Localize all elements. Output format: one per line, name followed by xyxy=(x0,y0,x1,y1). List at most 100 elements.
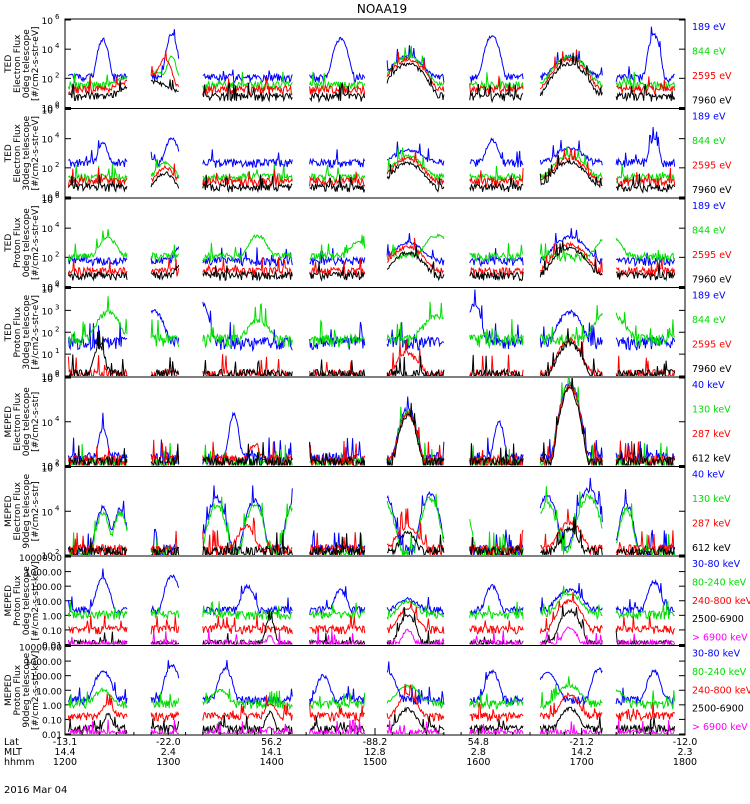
y-tick-label: 10 xyxy=(42,351,54,361)
y-tick-label: 0.01 xyxy=(42,642,62,652)
y-tick-exponent: 4 xyxy=(55,221,60,229)
panel-frame xyxy=(64,466,686,557)
x-row-label: hhmm xyxy=(4,757,35,768)
y-axis-label-line: [#/cm2-s-str-eV] xyxy=(31,205,41,280)
y-tick-label: 10 xyxy=(42,307,54,317)
x-tick-label: 1800 xyxy=(673,757,697,768)
y-tick-exponent: 0 xyxy=(55,280,59,288)
legend-entry: > 6900 keV xyxy=(692,722,748,733)
y-tick-label: 10 xyxy=(42,254,54,264)
y-axis-label-line: 0deg telescope xyxy=(22,208,32,278)
y-tick-label: 10000.00 xyxy=(19,644,62,654)
series-line--6900-kev xyxy=(68,719,676,734)
legend-entry: 80-240 keV xyxy=(692,577,747,588)
y-axis-label-line: Proton Flux xyxy=(13,664,23,715)
y-tick-label: 10000.00 xyxy=(19,554,62,564)
y-tick-label: 10 xyxy=(42,284,54,294)
legend-entry: 189 eV xyxy=(692,112,726,123)
x-tick-label: 1400 xyxy=(260,757,284,768)
y-tick-exponent: 4 xyxy=(55,415,60,423)
y-tick-label: 10 xyxy=(42,419,54,429)
legend-entry: 844 eV xyxy=(692,226,726,237)
series-line-40-kev xyxy=(67,379,675,466)
y-tick-exponent: 4 xyxy=(55,42,60,50)
y-axis-label-line: [#/cm2-s-str-keV] xyxy=(31,651,41,730)
date-label: 2016 Mar 04 xyxy=(4,785,67,796)
legend-entry: 80-240 keV xyxy=(692,667,747,678)
y-tick-exponent: 0 xyxy=(55,101,59,109)
x-axis: Lat -13.1 -22.0 56.2 -88.2 54.8 -21.2 -12.0 MLT 1… xyxy=(4,728,697,768)
y-tick-exponent: 0 xyxy=(55,190,59,198)
y-tick-label: 1.00 xyxy=(42,612,62,622)
y-tick-exponent: 4 xyxy=(55,504,60,512)
y-tick-exponent: 6 xyxy=(55,371,60,379)
x-tick-label: 54.8 xyxy=(468,737,489,748)
y-tick-label: 10 xyxy=(42,465,54,475)
y-tick-label: 10 xyxy=(42,75,54,85)
x-row-label: MLT xyxy=(4,747,22,758)
y-tick-exponent: 6 xyxy=(55,192,60,200)
y-tick-label: 10 xyxy=(42,225,54,235)
y-tick-label: 100.00 xyxy=(31,583,63,593)
legend-entry: 130 keV xyxy=(692,494,731,505)
x-tick-label: 1600 xyxy=(466,757,490,768)
y-tick-label: 10 xyxy=(42,46,54,56)
y-axis-label-line: Electron Flux xyxy=(13,34,23,93)
y-tick-label: 0.10 xyxy=(42,627,62,637)
y-tick-exponent: 0 xyxy=(55,369,59,377)
y-axis-label-line: Electron Flux xyxy=(13,392,23,451)
series-line-40-kev xyxy=(67,477,676,555)
x-tick-label: 2.3 xyxy=(677,747,692,758)
legend-entry: 7960 eV xyxy=(692,185,732,196)
series-line-80-240-kev xyxy=(67,585,675,622)
legend-entry: 287 keV xyxy=(692,519,731,530)
legend-entry: 189 eV xyxy=(692,291,726,302)
y-tick-exponent: 2 xyxy=(55,161,59,169)
y-tick-exponent: 6 xyxy=(55,103,60,111)
y-tick-label: 10 xyxy=(42,17,54,27)
y-axis-label-line: 90deg telescope xyxy=(22,652,32,727)
y-tick-exponent: 3 xyxy=(55,303,59,311)
y-axis-label-line: MEPED xyxy=(4,495,14,527)
y-tick-label: 10 xyxy=(42,107,54,117)
legend-entry: 2500-6900 xyxy=(692,704,744,715)
x-tick-label: 2.8 xyxy=(471,747,486,758)
x-tick-label: 1700 xyxy=(570,757,594,768)
series-line--6900-kev xyxy=(67,626,676,645)
legend-entry: 30-80 keV xyxy=(692,649,741,660)
y-tick-exponent: 1 xyxy=(55,347,59,355)
y-tick-label: 10 xyxy=(42,165,54,175)
y-tick-exponent: 6 xyxy=(55,461,60,469)
series-line-189-ev xyxy=(67,289,676,353)
y-axis-label-line: Electron Flux xyxy=(13,123,23,182)
panel-frame xyxy=(64,108,686,199)
panel-frame xyxy=(64,197,686,288)
legend-entry: 612 keV xyxy=(692,454,731,465)
series-line-612-kev xyxy=(67,516,676,555)
y-tick-label: 10 xyxy=(42,552,54,562)
y-axis-label-line: Proton Flux xyxy=(13,575,23,626)
y-axis-label-line: Electron Flux xyxy=(13,481,23,540)
legend-entry: 612 keV xyxy=(692,543,731,554)
y-axis-label-line: 90deg telescope xyxy=(22,473,32,548)
chart-title: NOAA19 xyxy=(357,2,407,16)
panel-meped-p-0deg: 0.01 0.10 1.00 10.00 100.00 1000.00 10000.00 ME… xyxy=(4,554,750,652)
y-tick-label: 10.00 xyxy=(36,598,62,608)
legend-entry: 30-80 keV xyxy=(692,559,741,570)
y-tick-label: 1.00 xyxy=(42,702,62,712)
legend-entry: 2595 eV xyxy=(692,250,732,261)
y-tick-exponent: 4 xyxy=(55,282,60,290)
x-tick-label: 14.1 xyxy=(261,747,282,758)
y-tick-label: 10 xyxy=(42,136,54,146)
y-axis-label-line: MEPED xyxy=(4,674,14,706)
y-tick-exponent: 2 xyxy=(55,325,59,333)
y-axis-label-line: TED xyxy=(4,323,14,342)
legend-entry: 844 eV xyxy=(692,315,726,326)
y-tick-label: 10.00 xyxy=(36,687,62,697)
series-line-287-kev xyxy=(67,384,676,466)
y-axis-label-line: [#/cm2-s-str-keV] xyxy=(31,561,41,640)
